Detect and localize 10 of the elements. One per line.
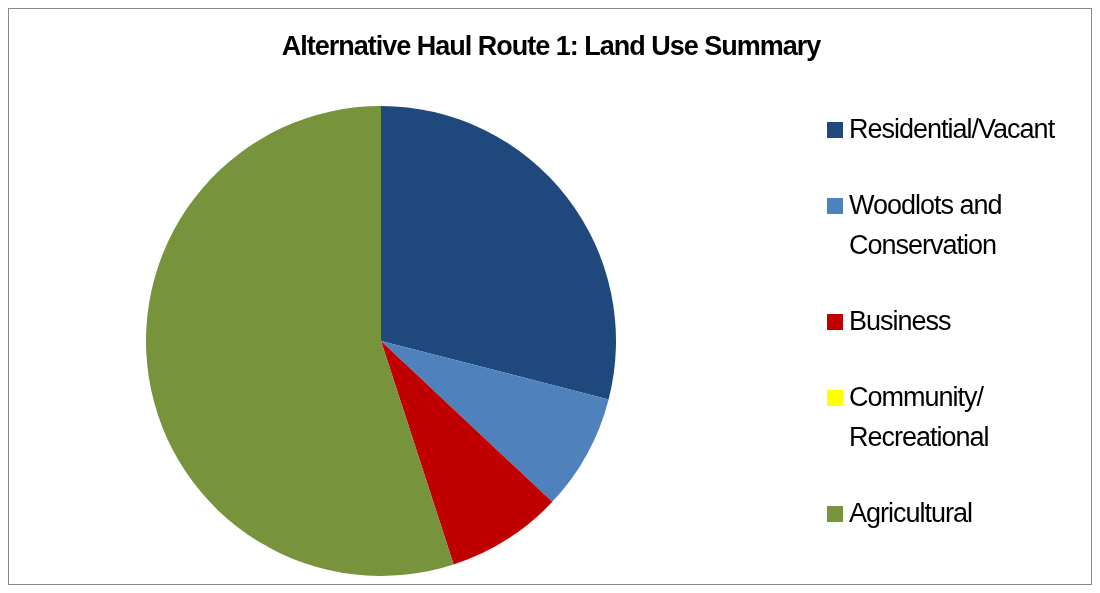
legend-label: Residential/Vacant (849, 113, 1055, 146)
pie-slice (381, 341, 553, 565)
pie-slice (146, 106, 454, 576)
pie-slice (381, 341, 609, 502)
legend-label: Business (849, 305, 951, 338)
legend-label: Community/ Recreational (849, 381, 990, 454)
pie-slice (381, 106, 616, 400)
legend-label: Agricultural (849, 497, 973, 530)
legend-label: Woodlots and Conservation (849, 189, 1003, 262)
chart-title: Alternative Haul Route 1: Land Use Summary (280, 31, 822, 62)
